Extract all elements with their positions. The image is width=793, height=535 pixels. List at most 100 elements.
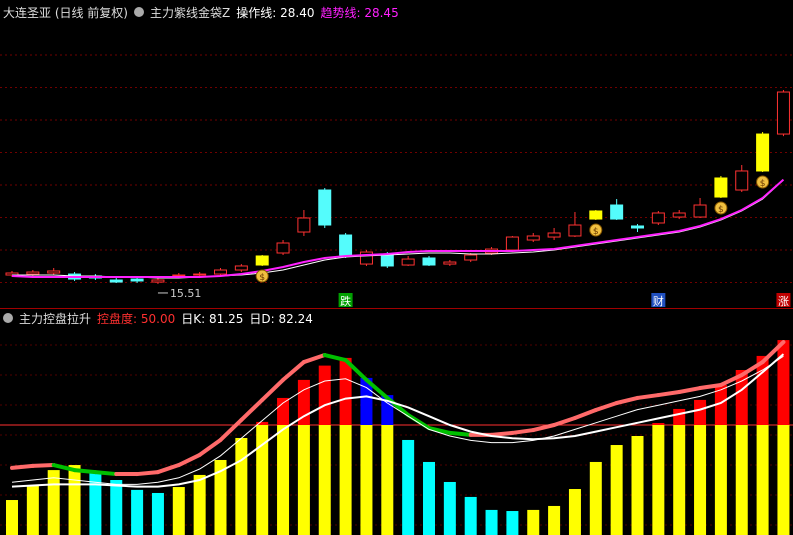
trend-segment xyxy=(322,353,348,363)
bar xyxy=(423,461,435,535)
money-bag xyxy=(756,175,770,189)
trend-segment xyxy=(218,417,244,442)
menu-icon[interactable] xyxy=(3,313,13,323)
candle-body xyxy=(589,210,603,220)
bar-top xyxy=(673,408,686,425)
candle-body xyxy=(234,265,248,271)
bar xyxy=(506,511,519,535)
candle-body xyxy=(297,217,311,233)
bar xyxy=(235,437,248,535)
bar-base xyxy=(673,425,686,535)
candle-body xyxy=(151,279,165,283)
bar-base xyxy=(694,425,707,535)
bar-base xyxy=(339,425,352,535)
trend-segment xyxy=(656,390,682,398)
trend-segment xyxy=(197,437,223,457)
bar-top xyxy=(714,384,727,425)
bar xyxy=(151,492,164,535)
candle-body xyxy=(422,257,436,266)
trend-segment xyxy=(30,463,56,468)
bar-top xyxy=(735,370,748,425)
bar xyxy=(464,496,477,535)
candle-body xyxy=(339,234,353,256)
legend-name: 操作线: xyxy=(236,5,277,20)
trend-segment xyxy=(698,382,723,391)
legend-value: 81.25 xyxy=(209,311,244,326)
candle-body xyxy=(631,225,644,229)
trend-segment xyxy=(552,415,577,427)
bar xyxy=(6,500,18,535)
trend-segment xyxy=(510,428,536,435)
bar-top xyxy=(339,357,352,425)
bar xyxy=(631,436,644,535)
trend-segment xyxy=(281,360,306,382)
legend-name: 日K: xyxy=(181,311,206,326)
line-series xyxy=(11,355,784,485)
candle-body xyxy=(505,236,519,251)
candle-body xyxy=(401,258,415,266)
bar-base xyxy=(297,425,310,535)
bar xyxy=(527,509,540,535)
trend-segment xyxy=(739,360,765,378)
bar-base xyxy=(381,425,394,535)
candle-body xyxy=(26,271,40,275)
trend-segment xyxy=(635,393,661,400)
bar-top xyxy=(756,355,769,425)
bar-base xyxy=(777,425,790,535)
candle-body xyxy=(672,212,686,218)
bar xyxy=(548,505,561,535)
legend-value: 28.40 xyxy=(280,5,315,20)
min-label: 15.51 xyxy=(170,287,202,300)
candle-body xyxy=(568,224,582,237)
event-label: 跌 xyxy=(340,294,351,308)
bar-top xyxy=(652,423,665,425)
legend-name: 日D: xyxy=(249,311,275,326)
candle-body xyxy=(464,254,478,261)
bar-base xyxy=(318,425,331,535)
event-box xyxy=(651,293,666,307)
bar xyxy=(610,445,623,535)
trend-segment xyxy=(427,426,452,435)
event-label: 涨 xyxy=(778,295,789,308)
trend-segment xyxy=(155,463,181,475)
legend-value: 28.45 xyxy=(364,5,399,20)
bar-top xyxy=(777,340,790,425)
trend-segment xyxy=(385,395,411,418)
legend-name: 控盘度: xyxy=(97,311,138,326)
bar-base xyxy=(256,425,269,535)
menu-icon[interactable] xyxy=(134,7,144,17)
trend-segment xyxy=(343,358,369,382)
bar xyxy=(193,474,206,535)
candle-body xyxy=(547,232,561,238)
bar-base xyxy=(360,425,373,535)
bar-base xyxy=(277,425,290,535)
candle-body xyxy=(776,91,790,135)
bar xyxy=(589,461,602,535)
bar-base xyxy=(756,425,769,535)
bar xyxy=(89,472,102,535)
candle-body xyxy=(610,204,624,220)
candle-body xyxy=(130,278,144,282)
line-series xyxy=(12,179,784,279)
candle-body xyxy=(214,269,227,275)
candle-body xyxy=(172,274,186,277)
trend-segment xyxy=(614,395,640,405)
bar-base xyxy=(714,425,727,535)
bar-top xyxy=(694,399,707,425)
trend-segment xyxy=(531,423,557,433)
upper-header: 大连圣亚 (日线 前复权) 主力紫线金袋Z 操作线: 28.40 趋势线: 28… xyxy=(3,3,399,21)
trend-segment xyxy=(301,353,327,365)
bar xyxy=(26,485,39,535)
candle-body xyxy=(443,261,457,265)
money-bag-sign: $ xyxy=(259,273,265,283)
candle-body xyxy=(380,253,394,267)
bar xyxy=(214,459,227,535)
candle-body xyxy=(526,235,540,241)
trend-segment xyxy=(135,470,160,477)
indicator-name: 主力紫线金袋Z xyxy=(150,5,231,20)
money-bag-sign: $ xyxy=(593,227,599,237)
trend-segment xyxy=(239,397,265,422)
candle-body xyxy=(47,270,61,274)
legend-name: 趋势线: xyxy=(320,5,361,20)
